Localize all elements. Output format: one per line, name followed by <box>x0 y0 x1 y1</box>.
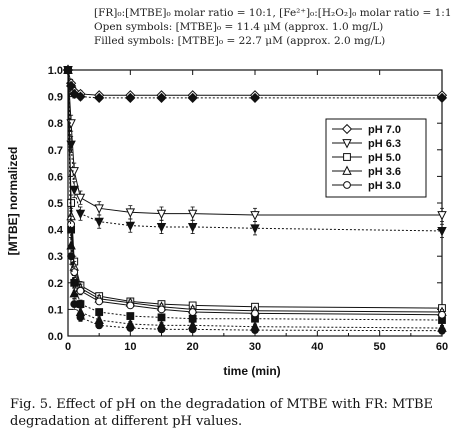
data-point <box>75 193 86 204</box>
x-tick-label: 60 <box>436 341 448 353</box>
data-point <box>125 221 136 232</box>
legend-label: pH 7.0 <box>368 124 401 136</box>
data-point <box>251 326 259 335</box>
data-point <box>251 309 259 318</box>
legend-label: pH 3.0 <box>368 180 401 192</box>
data-point <box>126 312 135 320</box>
data-point <box>438 310 446 319</box>
y-tick-label: 0.5 <box>48 198 63 210</box>
data-point <box>157 305 166 314</box>
y-tick-label: 0.1 <box>48 304 63 316</box>
data-point <box>250 211 260 221</box>
series-line <box>67 69 442 216</box>
data-point <box>156 209 167 220</box>
legend: pH 7.0 pH 6.3 pH 5.0 pH 3.6 pH 3.0 <box>325 118 427 198</box>
x-axis-label: time (min) <box>223 364 280 378</box>
data-point <box>437 227 447 237</box>
x-tick-label: 50 <box>374 341 386 353</box>
legend-marker <box>343 153 351 161</box>
data-point <box>187 92 198 104</box>
data-point <box>76 313 85 322</box>
y-tick-label: 0.0 <box>48 331 63 343</box>
x-tick-label: 40 <box>311 341 323 353</box>
data-point <box>250 224 260 234</box>
y-tick-label: 0.3 <box>48 251 63 263</box>
data-point <box>69 88 80 100</box>
y-tick-label: 0.2 <box>48 278 63 290</box>
data-point <box>95 297 104 306</box>
data-point <box>126 301 135 310</box>
data-point <box>69 185 79 196</box>
data-point <box>67 252 76 261</box>
data-point <box>156 92 167 104</box>
data-point <box>69 167 79 177</box>
x-tick-label: 0 <box>65 341 71 353</box>
x-tick-label: 20 <box>187 341 199 353</box>
data-point <box>125 208 136 218</box>
data-point <box>126 324 135 332</box>
data-point <box>156 223 167 233</box>
conditions-line-open-symbols: Open symbols: [MTBE]₀ = 11.4 μM (approx.… <box>94 21 384 33</box>
series-ph-3-6-filled <box>63 64 447 332</box>
legend-label: pH 6.3 <box>368 138 401 150</box>
plot-frame <box>67 69 443 337</box>
data-point <box>94 217 104 228</box>
data-point <box>157 325 166 334</box>
data-point <box>125 92 136 104</box>
y-tick-label: 0.9 <box>48 92 63 104</box>
x-tick-label: 10 <box>124 341 136 353</box>
data-point <box>188 325 197 334</box>
data-point <box>436 92 448 104</box>
series-line <box>67 69 443 232</box>
data-point <box>438 326 446 335</box>
data-point <box>75 209 86 220</box>
experimental-conditions: [FR]₀:[MTBE]₀ molar ratio = 10:1, [Fe²⁺]… <box>94 6 452 48</box>
y-tick-label: 0.4 <box>48 225 64 237</box>
data-point <box>188 308 197 316</box>
data-point <box>249 92 261 104</box>
y-tick-label: 0.6 <box>48 171 63 183</box>
figure-caption: Fig. 5. Effect of pH on the degradation … <box>10 397 434 429</box>
data-point <box>187 223 198 233</box>
series-line <box>67 69 443 329</box>
series-line <box>67 69 443 332</box>
legend-marker <box>343 181 351 189</box>
legend-label: pH 5.0 <box>368 152 401 164</box>
data-point <box>94 204 104 214</box>
data-point <box>187 209 198 220</box>
data-point <box>75 91 86 102</box>
data-point <box>94 92 105 104</box>
data-point <box>64 66 72 74</box>
legend-box <box>325 118 427 198</box>
legend-label: pH 3.6 <box>368 166 401 178</box>
conditions-line-ratios: [FR]₀:[MTBE]₀ molar ratio = 10:1, [Fe²⁺]… <box>94 7 452 19</box>
data-point <box>437 211 447 221</box>
legend-marker <box>341 123 353 135</box>
data-point <box>69 287 79 298</box>
y-tick-label: 0.7 <box>48 145 63 157</box>
x-tick-label: 30 <box>249 341 261 353</box>
data-point <box>157 313 166 322</box>
y-axis-label: [MTBE] normalized <box>6 147 20 256</box>
data-point <box>70 300 79 308</box>
data-point <box>95 308 104 316</box>
data-point <box>95 321 104 330</box>
y-tick-label: 1.0 <box>48 65 63 77</box>
legend-marker <box>342 165 352 175</box>
series-ph-3-0-filled <box>64 66 446 335</box>
conditions-line-filled-symbols: Filled symbols: [MTBE]₀ = 22.7 μM (appro… <box>94 35 386 47</box>
data-point <box>76 286 85 295</box>
y-tick-label: 0.8 <box>48 118 63 130</box>
series-ph-3-0-open <box>64 66 446 319</box>
series-line <box>67 69 443 321</box>
legend-marker <box>342 139 352 149</box>
